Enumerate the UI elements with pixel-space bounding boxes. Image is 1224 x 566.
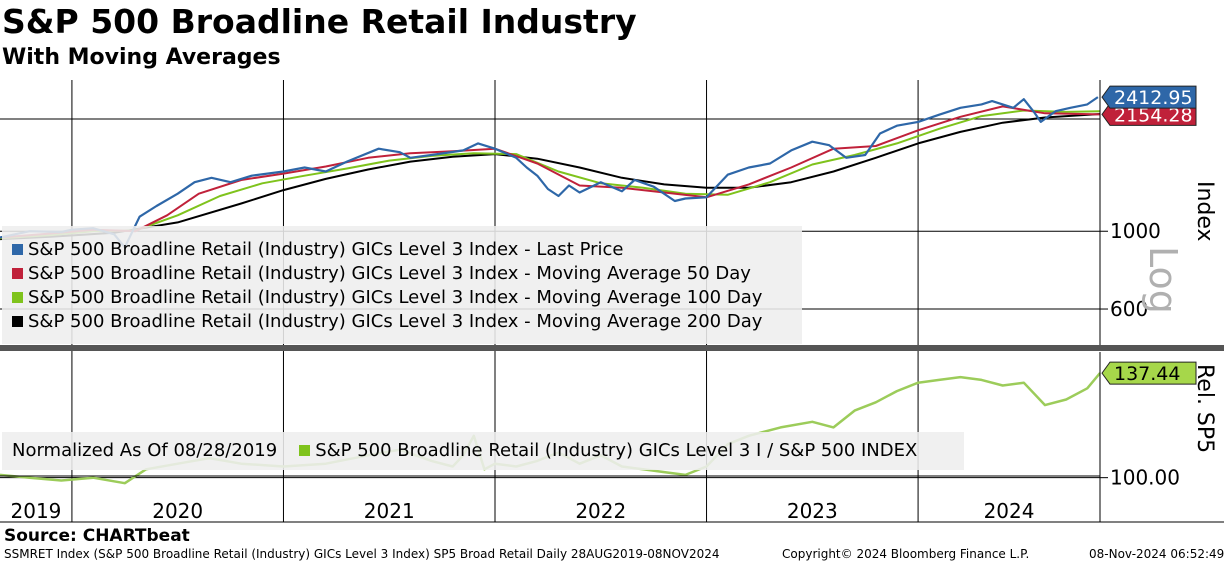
xtick-label-2021: 2021 <box>364 499 415 523</box>
legend-swatch-ma50 <box>12 268 23 279</box>
series-line-ma100 <box>0 109 1101 240</box>
ytick-label-upper-600: 600 <box>1110 297 1148 321</box>
log-scale-label: Log <box>1141 246 1185 314</box>
xtick-label-2019: 2019 <box>11 499 62 523</box>
legend-item-ma100: S&P 500 Broadline Retail (Industry) GICs… <box>12 287 762 308</box>
legend-swatch-ma100 <box>12 292 23 303</box>
tag-ma50-label: 2154.28 <box>1114 104 1193 126</box>
upper-legend: S&P 500 Broadline Retail (Industry) GICs… <box>2 226 802 344</box>
xtick-label-2023: 2023 <box>787 499 838 523</box>
series-line-ma50 <box>0 105 1101 239</box>
series-line-ma200 <box>0 113 1101 241</box>
tag-last-price: 2412.95 <box>1101 85 1197 109</box>
xtick-label-2020: 2020 <box>152 499 203 523</box>
legend-label-relative: S&P 500 Broadline Retail (Industry) GICs… <box>315 440 918 461</box>
legend-label-ma200: S&P 500 Broadline Retail (Industry) GICs… <box>28 311 763 332</box>
tag-last-price-shape <box>1101 85 1197 109</box>
tag-last-price-label: 2412.95 <box>1114 87 1193 109</box>
chart-axes: 600 1000 100.00 2019 2020 2021 2022 2023 2024 <box>0 80 1224 523</box>
legend-label-ma50: S&P 500 Broadline Retail (Industry) GICs… <box>28 263 751 284</box>
y-axis-label-index: Index <box>1192 181 1217 242</box>
legend-item-last-price: S&P 500 Broadline Retail (Industry) GICs… <box>12 239 624 260</box>
legend-item-ma50: S&P 500 Broadline Retail (Industry) GICs… <box>12 263 751 284</box>
footer-timestamp: 08-Nov-2024 06:52:49 <box>1089 547 1224 561</box>
normalized-label: Normalized As Of 08/28/2019 <box>12 440 278 461</box>
chart-title: S&P 500 Broadline Retail Industry <box>2 2 637 41</box>
lower-legend: Normalized As Of 08/28/2019 S&P 500 Broa… <box>2 432 964 470</box>
panel-divider <box>0 345 1224 351</box>
tag-relative-label: 137.44 <box>1114 363 1180 385</box>
legend-item-ma200: S&P 500 Broadline Retail (Industry) GICs… <box>12 311 762 332</box>
legend-item-relative: Normalized As Of 08/28/2019 S&P 500 Broa… <box>12 440 917 461</box>
tag-relative: 137.44 <box>1101 361 1197 385</box>
tag-ma50: 2154.28 <box>1101 102 1197 126</box>
chart-subtitle: With Moving Averages <box>2 45 281 70</box>
legend-label-price: S&P 500 Broadline Retail (Industry) GICs… <box>28 239 624 260</box>
source-note: Source: CHARTbeat <box>4 526 190 546</box>
series-line-last-price <box>0 96 1099 249</box>
xtick-label-2024: 2024 <box>984 499 1035 523</box>
footer-description: SSMRET Index (S&P 500 Broadline Retail (… <box>4 547 720 561</box>
ytick-label-lower-0: 100.00 <box>1110 466 1180 490</box>
footer-copyright: Copyright© 2024 Bloomberg Finance L.P. <box>782 547 1030 561</box>
legend-swatch-price <box>12 244 23 255</box>
legend-swatch-relative <box>299 445 311 456</box>
xtick-label-2022: 2022 <box>575 499 626 523</box>
tag-relative-shape <box>1101 361 1197 385</box>
legend-label-ma100: S&P 500 Broadline Retail (Industry) GICs… <box>28 287 763 308</box>
ytick-label-upper-1000: 1000 <box>1110 219 1161 243</box>
legend-swatch-ma200 <box>12 316 23 327</box>
